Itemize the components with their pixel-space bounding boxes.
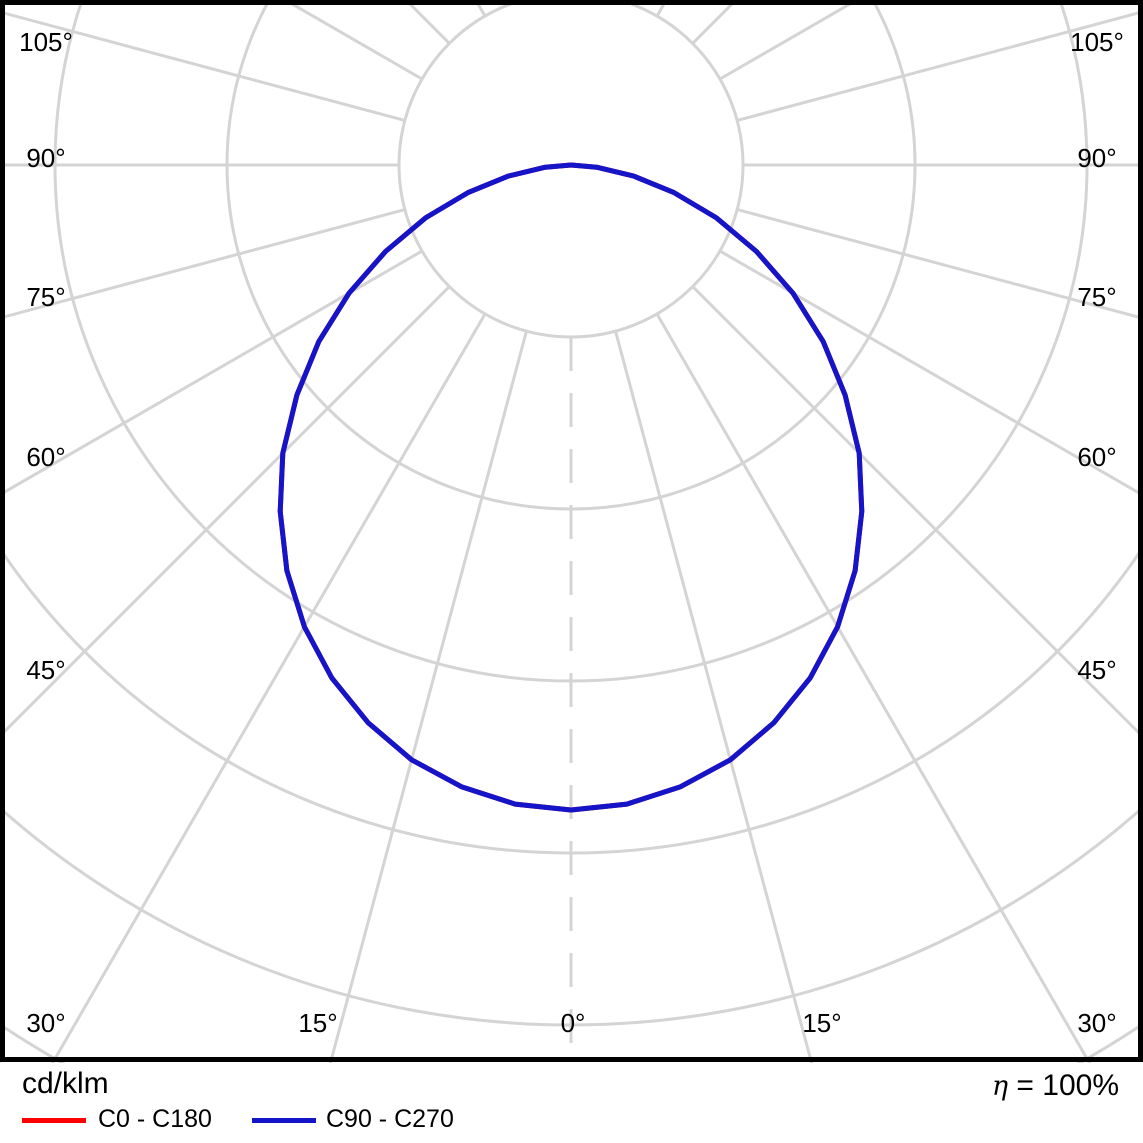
- angle-label: 15°: [802, 1008, 841, 1038]
- legend-label-c0-c180: C0 - C180: [98, 1105, 212, 1133]
- unit-label: cd/klm: [22, 1067, 109, 1100]
- grid-ray: [736, 208, 1143, 320]
- eta-symbol: η: [991, 1071, 1009, 1102]
- angle-label: 30°: [1077, 1008, 1116, 1038]
- grid-ray: [736, 10, 1143, 122]
- grid-ray: [719, 249, 1143, 497]
- plot-border: [0, 0, 1143, 1062]
- angle-label: 75°: [1077, 282, 1116, 312]
- grid-ring: [225, 0, 917, 511]
- angle-label: 60°: [1077, 442, 1116, 472]
- grid-ray: [0, 208, 406, 320]
- grid-ray: [328, 330, 528, 1063]
- legend-bar: cd/klm C0 - C180 C90 - C270 η = 100%: [0, 1063, 1143, 1143]
- angle-label: 90°: [1077, 143, 1116, 173]
- grid-ray: [0, 285, 451, 739]
- legend-swatch-c90-c270: [252, 1118, 316, 1123]
- grid-ray: [691, 285, 1143, 740]
- grid-ray: [614, 330, 814, 1063]
- angle-label: 105°: [1070, 27, 1124, 57]
- angle-label: 45°: [26, 655, 65, 685]
- grid-ray: [0, 10, 406, 122]
- angle-label: 90°: [26, 143, 65, 173]
- angle-label: 15°: [298, 1008, 337, 1038]
- angle-label: 75°: [26, 282, 65, 312]
- grid-ring: [397, 0, 745, 339]
- polar-chart-svg: 105° 90° 75° 60° 45° 105° 90° 75° 60° 45° 30° 15° 0°…: [0, 0, 1143, 1063]
- curve-c0-c180: [277, 162, 865, 813]
- legend-swatch-c0-c180: [22, 1118, 86, 1123]
- eta-value: = 100%: [1016, 1069, 1119, 1102]
- angle-label: 45°: [1077, 655, 1116, 685]
- grid-ray: [655, 313, 1092, 1063]
- legend-label-c90-c270: C90 - C270: [326, 1105, 454, 1133]
- grid-ray: [0, 249, 423, 497]
- angle-label: 105°: [19, 27, 73, 57]
- angle-label: 60°: [26, 442, 65, 472]
- angle-label: 30°: [26, 1008, 65, 1038]
- angle-label: 0°: [561, 1008, 586, 1038]
- efficiency-label: η = 100%: [992, 1069, 1119, 1103]
- curve-c90-c270: [277, 162, 865, 813]
- grid-ray: [50, 313, 487, 1063]
